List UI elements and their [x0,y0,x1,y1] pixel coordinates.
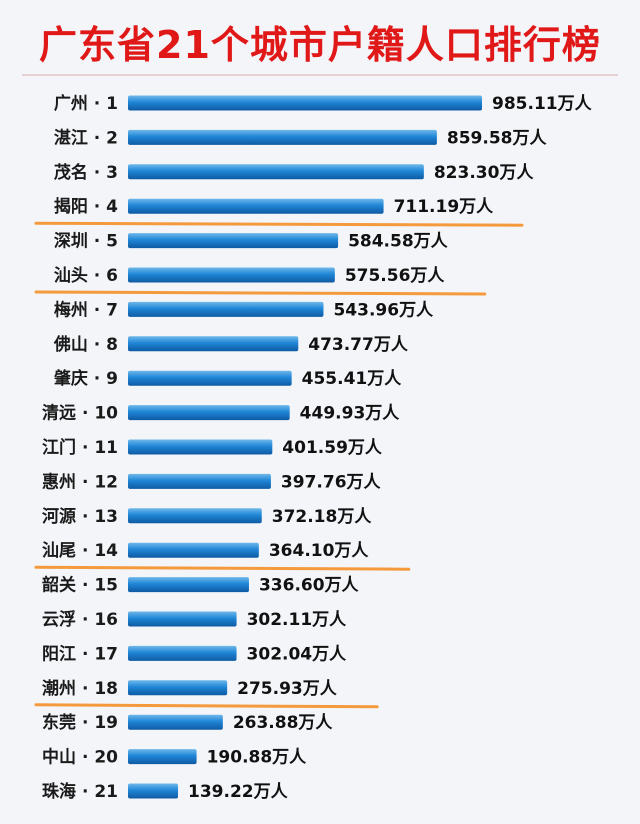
highlight-underline [34,565,411,571]
category-label: 梅州 · 7 [54,299,118,320]
highlight-underline [34,290,487,296]
category-label: 中山 · 20 [42,747,118,768]
bar [128,164,424,180]
value-label: 985.11万人 [492,94,593,114]
bar [128,542,259,558]
bar [128,198,384,214]
highlight-underline [34,221,524,227]
category-label: 揭阳 · 4 [54,196,118,217]
value-label: 455.41万人 [302,369,403,389]
category-label: 潮州 · 18 [42,678,118,699]
category-label: 佛山 · 8 [53,334,118,355]
value-label: 302.04万人 [247,644,348,664]
category-label: 韶关 · 15 [42,575,118,596]
bar [128,508,262,524]
value-label: 859.58万人 [447,128,548,148]
category-label: 清远 · 10 [42,403,118,424]
bar [128,95,482,111]
value-label: 275.93万人 [237,679,338,699]
bar [128,749,197,765]
value-label: 364.10万人 [269,541,370,561]
category-label: 茂名 · 3 [54,162,118,183]
bar [128,680,228,696]
value-label: 823.30万人 [434,163,535,183]
bar [128,645,237,661]
bar [128,129,437,145]
category-label: 珠海 · 21 [42,781,118,802]
bar [128,611,237,627]
category-label: 阳江 · 17 [42,644,118,664]
category-label: 广州 · 1 [54,93,118,114]
value-label: 190.88万人 [207,748,308,768]
bar [128,783,179,799]
category-label: 云浮 · 16 [42,609,118,630]
value-label: 372.18万人 [272,507,373,527]
bar [128,714,223,730]
bar [128,370,292,386]
chart-title: 广东省21个城市户籍人口排行榜 [39,23,601,67]
value-label: 543.96万人 [333,300,434,320]
bar [128,336,299,352]
value-label: 336.60万人 [259,576,360,596]
highlight-underline [34,703,379,709]
value-label: 473.77万人 [308,335,409,355]
value-label: 584.58万人 [348,232,449,252]
category-label: 东莞 · 19 [42,712,118,733]
bar [128,301,324,317]
category-label: 湛江 · 2 [54,127,118,148]
bar [128,439,273,455]
category-label: 河源 · 13 [42,506,118,527]
value-label: 401.59万人 [282,438,383,458]
value-label: 575.56万人 [345,266,446,286]
value-label: 139.22万人 [188,782,289,802]
bar [128,473,271,489]
bar [128,577,249,593]
category-label: 深圳 · 5 [54,231,118,252]
value-label: 711.19万人 [394,197,495,217]
category-label: 汕头 · 6 [54,266,118,286]
value-label: 302.11万人 [247,610,348,630]
category-label: 肇庆 · 9 [54,368,118,389]
category-label: 江门 · 11 [42,437,118,458]
value-label: 263.88万人 [233,713,334,733]
bar [128,267,335,283]
title-divider [22,74,618,76]
value-label: 449.93万人 [300,404,401,424]
value-label: 397.76万人 [281,472,382,492]
category-label: 惠州 · 12 [42,471,118,492]
category-label: 汕尾 · 14 [42,541,118,561]
bar [128,405,290,421]
bar [128,233,339,249]
